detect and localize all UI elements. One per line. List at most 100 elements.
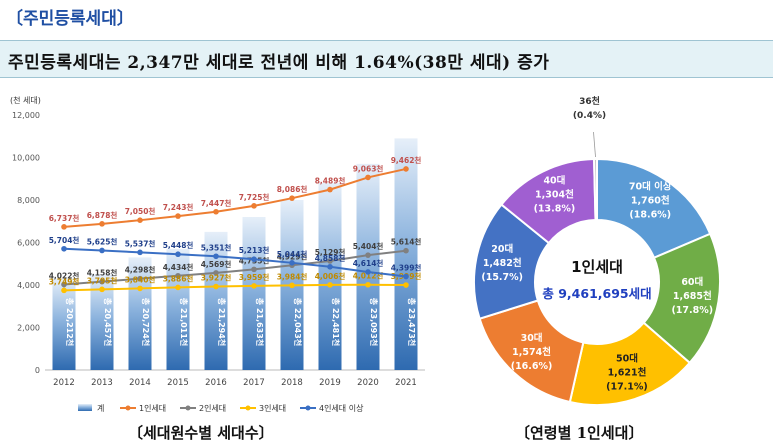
total-bar-label: 총 22,481천: [331, 298, 341, 346]
legend-swatch-marker: [305, 405, 311, 411]
one-person-value-label: 6,737천: [49, 213, 80, 223]
section-title: 〔주민등록세대〕: [6, 9, 134, 29]
x-tick-label: 2017: [243, 378, 265, 388]
donut-center-total: 총 9,461,695세대: [542, 286, 651, 301]
four-plus-value-label: 4,399천: [391, 263, 422, 273]
one-person-value-label: 7,725천: [239, 192, 270, 202]
four-plus-series-line: [63, 247, 407, 278]
legend-label: 1인세대: [139, 403, 166, 413]
two-person-value-label: 5,614천: [391, 237, 422, 247]
two-person-point: [175, 272, 181, 279]
donut-slice: [593, 157, 598, 222]
headline-banner: 주민등록세대는 2,347만 세대로 전년에 비해 1.64%(38만 세대) …: [0, 40, 773, 78]
legend-swatch-marker: [245, 405, 251, 411]
legend-label: 2인세대: [199, 403, 226, 413]
three-person-point: [61, 287, 67, 294]
legend-label: 계: [97, 403, 104, 413]
four-plus-value-label: 5,351천: [201, 242, 232, 252]
total-bar-label: 총 22,043천: [293, 298, 303, 346]
total-bar: [242, 217, 266, 370]
two-person-point: [403, 247, 409, 254]
total-bar-label: 총 20,212천: [65, 298, 75, 346]
two-person-point: [213, 270, 219, 276]
one-person-value-label: 7,243천: [163, 202, 194, 212]
three-person-value-label: 3,749천: [49, 276, 80, 286]
y-tick-label: 10,000: [12, 154, 40, 163]
four-plus-value-label: 5,704천: [49, 235, 80, 245]
legend-swatch-marker: [125, 405, 131, 411]
slice-pct-label: (17.8%): [671, 305, 713, 316]
total-bar: [318, 183, 342, 370]
three-person-point: [251, 283, 257, 289]
slice-value-label: 1,482천: [483, 258, 522, 269]
slice-pct-label: (0.4%): [573, 111, 606, 121]
one-person-point: [99, 221, 105, 227]
four-plus-point: [365, 269, 371, 275]
one-person-point: [289, 195, 295, 201]
two-person-value-label: 4,158천: [87, 268, 118, 278]
y-tick-label: 12,000: [12, 111, 40, 120]
total-bar: [52, 278, 76, 370]
caption-age-single: 〔연령별 1인세대〕: [515, 424, 644, 442]
two-person-point: [365, 252, 371, 258]
two-person-value-label: 5,129천: [315, 247, 346, 257]
donut-center-title: 1인세대: [571, 258, 623, 276]
three-person-series-line: [63, 283, 407, 292]
slice-name-label: 40대: [543, 174, 565, 186]
four-plus-point: [289, 260, 295, 266]
x-tick-label: 2013: [91, 378, 113, 388]
three-person-value-label: 3,795천: [87, 275, 118, 285]
one-person-point: [137, 217, 143, 223]
two-person-series-line: [63, 249, 407, 286]
four-plus-point: [99, 247, 105, 254]
three-person-point: [175, 284, 181, 291]
three-person-value-label: 3,840천: [125, 274, 156, 284]
two-person-value-label: 4,298천: [125, 265, 156, 275]
legend-swatch-marker: [185, 405, 191, 411]
slice-name-label: 70대 이상: [629, 181, 672, 193]
total-bar-label: 총 20,724천: [141, 298, 151, 346]
x-tick-label: 2020: [357, 378, 379, 388]
total-bar: [90, 274, 114, 370]
four-plus-value-label: 4,614천: [353, 258, 384, 268]
total-bar-label: 총 21,294천: [217, 298, 227, 346]
two-person-value-label: 4,022천: [49, 271, 80, 281]
three-person-point: [365, 281, 371, 288]
x-tick-label: 2016: [205, 378, 227, 388]
total-bar: [166, 248, 190, 370]
slice-pct-label: (15.7%): [481, 272, 523, 283]
three-person-value-label: 3,927천: [201, 273, 232, 283]
three-person-point: [213, 283, 219, 290]
slice-value-label: 1,621천: [608, 368, 647, 379]
slice-name-label: 20대: [491, 243, 513, 255]
three-person-point: [403, 282, 409, 288]
slice-name-label: 50대: [616, 353, 638, 365]
four-plus-point: [137, 249, 143, 256]
total-bar: [356, 163, 380, 370]
one-person-point: [251, 203, 257, 209]
four-plus-point: [251, 256, 257, 263]
two-person-point: [251, 266, 257, 273]
y-tick-label: 6,000: [17, 239, 40, 248]
slice-pct-label: (18.6%): [629, 210, 671, 221]
four-plus-value-label: 5,044천: [277, 249, 308, 259]
total-bar-label: 총 21,633천: [255, 298, 265, 346]
y-tick-label: 0: [35, 366, 40, 375]
one-person-value-label: 9,063천: [353, 163, 384, 173]
two-person-value-label: 4,569천: [201, 259, 232, 269]
total-bar-label: 총 21,011천: [179, 298, 189, 346]
two-person-point: [99, 278, 105, 285]
household-size-chart: (천 세대) 0 2,000 4,000 6,000 8,000 10,000 12,000 총…: [10, 95, 425, 413]
one-person-point: [327, 186, 333, 193]
one-person-point: [213, 208, 219, 215]
x-tick-label: 2021: [395, 378, 417, 388]
legend-swatch-total: [78, 404, 92, 411]
four-plus-point: [327, 263, 333, 270]
three-person-value-label: 4,012천: [353, 271, 384, 281]
two-person-value-label: 5,404천: [353, 241, 384, 251]
total-bar-label: 총 20,457천: [103, 298, 113, 346]
x-tick-label: 2014: [129, 378, 151, 388]
one-person-value-label: 7,050천: [125, 206, 156, 216]
y-tick-label: 8,000: [17, 196, 40, 205]
one-person-value-label: 7,447천: [201, 198, 232, 208]
